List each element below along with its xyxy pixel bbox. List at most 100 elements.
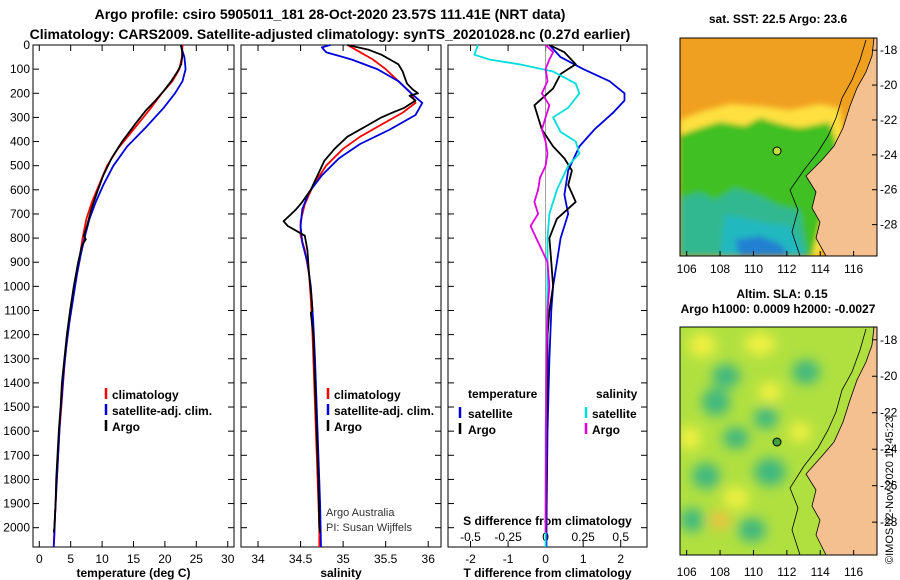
differences-xtick-label: -2 <box>465 552 476 566</box>
sla-argo-marker <box>772 437 782 447</box>
sst-map-frame <box>679 37 878 257</box>
map-lat-label: -28 <box>880 515 898 529</box>
map-lon-label: 108 <box>710 565 730 579</box>
salinity-axis-label: salinity <box>320 566 362 580</box>
depth-tick-label: 1900 <box>3 497 30 511</box>
depth-tick-label: 400 <box>10 135 30 149</box>
legend-salinity-argo: Argo <box>592 423 620 437</box>
map-lon-label: 106 <box>677 565 697 579</box>
map-lat-label: -28 <box>880 218 898 232</box>
map-lon-label: 112 <box>777 565 796 579</box>
depth-tick-label: 1100 <box>4 303 30 317</box>
depth-tick-label: 800 <box>10 231 30 245</box>
salinity-diff-tick-label: -0.25 <box>494 530 522 544</box>
legend-group-salinity: salinity <box>596 387 638 401</box>
annotation-argo-australia: Argo Australia <box>326 507 395 519</box>
salinity-diff-tick-label: -0.5 <box>460 530 481 544</box>
map-lon-label: 106 <box>677 262 697 276</box>
sla-map-ticks: 106 108 110 112 114 116 -18 -20 -22 -24 -26 -28 <box>677 333 898 579</box>
salinity-xtick-label: 34 <box>251 552 265 566</box>
salinity-profile-panel: 34 34.5 35 35.5 36 salinity climatology satelli… <box>240 44 442 580</box>
sst-map: sat. SST: 22.5 Argo: 23.6 106 108 110 112 11… <box>677 12 898 276</box>
salinity-xtick-label: 35 <box>336 552 350 566</box>
depth-tick-label: 1500 <box>3 400 30 414</box>
map-lon-label: 116 <box>844 262 863 276</box>
depth-tick-label: 300 <box>10 110 30 124</box>
map-lon-label: 108 <box>710 262 730 276</box>
map-lat-label: -26 <box>880 479 898 493</box>
temperature-series-argo <box>52 44 184 533</box>
map-lat-label: -24 <box>880 442 898 456</box>
differences-xtick-label: -1 <box>503 552 514 566</box>
map-lon-label: 112 <box>777 262 796 276</box>
differences-xtick-label: 1 <box>580 552 587 566</box>
sst-map-ticks: 106 108 110 112 114 116 -18 -20 -22 -24 -26 -28 <box>677 43 898 276</box>
annotation-pi-susan-wijffels: PI: Susan Wijffels <box>326 522 412 534</box>
difference-profile-panel: -2 -1 0 1 2-0.5 -0.25 0 0.25 0.5S difference fro… <box>447 44 648 580</box>
depth-tick-label: 200 <box>10 86 30 100</box>
depth-tick-label: 600 <box>10 183 30 197</box>
temperature-xtick-label: 15 <box>127 552 141 566</box>
temperature-xtick-label: 20 <box>158 552 172 566</box>
temperature-xtick-label: 25 <box>190 552 204 566</box>
map-lon-label: 114 <box>811 565 830 579</box>
temperature-xtick-label: 30 <box>221 552 235 566</box>
differences-series-salinity-argo <box>529 44 554 533</box>
temperature-legend-climatology: climatology <box>112 388 179 402</box>
salinity-legend-satellite-adj-clim: satellite-adj. clim. <box>334 404 434 418</box>
figure-title-line-2: Climatology: CARS2009. Satellite-adjuste… <box>29 26 631 42</box>
map-lat-label: -22 <box>880 113 898 127</box>
map-lat-label: -26 <box>880 183 898 197</box>
sla-map: Altim. SLA: 0.15 Argo h1000: 0.0009 h200… <box>677 287 898 579</box>
differences-series-temperature-satellite <box>545 44 626 548</box>
temperature-xtick-label: 10 <box>95 552 109 566</box>
temperature-xtick-label: 5 <box>67 552 74 566</box>
depth-tick-label: 1600 <box>3 424 30 438</box>
temperature-legend-satellite-adj-clim: satellite-adj. clim. <box>112 404 212 418</box>
map-lat-label: -18 <box>880 43 898 57</box>
temperature-profile-panel: 0100200300400500600700800900100011001200… <box>3 38 234 580</box>
legend-group-temperature: temperature <box>468 387 538 401</box>
salinity-plot-frame <box>240 44 442 548</box>
depth-tick-label: 100 <box>10 62 30 76</box>
salinity-xtick-label: 35.5 <box>374 552 398 566</box>
temperature-axis-label: temperature (deg C) <box>76 566 190 580</box>
map-lon-label: 110 <box>744 565 763 579</box>
sst-field <box>680 104 845 256</box>
depth-tick-label: 1200 <box>3 328 30 342</box>
map-lat-label: -22 <box>880 406 898 420</box>
sst-argo-marker <box>772 146 782 156</box>
sst-coastline <box>805 38 877 256</box>
depth-tick-label: 900 <box>10 255 30 269</box>
map-lon-label: 114 <box>811 262 830 276</box>
differences-xtick-label: 0 <box>542 552 549 566</box>
salinity-series-argo <box>282 44 419 533</box>
depth-tick-label: 0 <box>23 38 30 52</box>
map-lon-label: 116 <box>844 565 863 579</box>
depth-tick-label: 1700 <box>3 448 30 462</box>
depth-tick-label: 1800 <box>3 472 30 486</box>
differences-series-temperature-argo <box>533 44 577 533</box>
salinity-legend-climatology: climatology <box>334 388 401 402</box>
salinity-diff-tick-label: 0.5 <box>612 530 629 544</box>
differences-axis-label: T difference from climatology <box>463 566 631 580</box>
sla-map-title: Altim. SLA: 0.15 <box>736 287 828 301</box>
salinity-diff-tick-label: 0.25 <box>571 530 595 544</box>
sst-depth-contour <box>789 39 867 256</box>
depth-tick-label: 1300 <box>3 352 30 366</box>
depth-tick-label: 1000 <box>3 279 30 293</box>
legend-temperature-satellite: satellite <box>468 407 513 421</box>
figure-title-line-1: Argo profile: csiro 5905011_181 28-Oct-2… <box>94 6 566 22</box>
map-lat-label: -20 <box>880 369 898 383</box>
map-lon-label: 110 <box>744 262 763 276</box>
sla-anomaly-blobs <box>680 333 820 542</box>
differences-series-salinity-satellite <box>473 44 581 547</box>
sla-depth-contour <box>789 328 867 555</box>
legend-salinity-satellite: satellite <box>592 407 637 421</box>
temperature-xtick-label: 0 <box>36 552 43 566</box>
map-lat-label: -18 <box>880 333 898 347</box>
salinity-diff-axis-label: S difference from climatology <box>463 514 632 528</box>
imos-credit: ©IMOS 02-Nov-2020 11:45:23 <box>884 416 896 564</box>
depth-tick-label: 1400 <box>3 376 30 390</box>
sla-coastline <box>805 327 877 555</box>
